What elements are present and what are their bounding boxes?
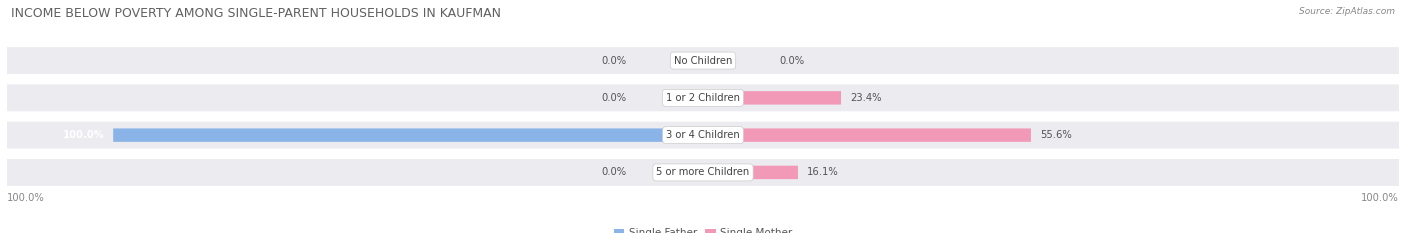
FancyBboxPatch shape — [703, 91, 841, 105]
Text: 1 or 2 Children: 1 or 2 Children — [666, 93, 740, 103]
FancyBboxPatch shape — [703, 128, 1031, 142]
Text: 0.0%: 0.0% — [602, 93, 626, 103]
Text: 3 or 4 Children: 3 or 4 Children — [666, 130, 740, 140]
Text: 100.0%: 100.0% — [1361, 193, 1399, 203]
FancyBboxPatch shape — [7, 159, 1399, 186]
Text: 100.0%: 100.0% — [7, 193, 45, 203]
FancyBboxPatch shape — [114, 128, 703, 142]
FancyBboxPatch shape — [7, 84, 1399, 111]
Text: 55.6%: 55.6% — [1040, 130, 1071, 140]
FancyBboxPatch shape — [7, 122, 1399, 149]
FancyBboxPatch shape — [703, 166, 799, 179]
Text: 0.0%: 0.0% — [602, 56, 626, 65]
Text: 100.0%: 100.0% — [63, 130, 104, 140]
Legend: Single Father, Single Mother: Single Father, Single Mother — [610, 224, 796, 233]
Text: 0.0%: 0.0% — [602, 168, 626, 177]
Text: 23.4%: 23.4% — [849, 93, 882, 103]
FancyBboxPatch shape — [7, 47, 1399, 74]
Text: No Children: No Children — [673, 56, 733, 65]
Text: 5 or more Children: 5 or more Children — [657, 168, 749, 177]
Text: INCOME BELOW POVERTY AMONG SINGLE-PARENT HOUSEHOLDS IN KAUFMAN: INCOME BELOW POVERTY AMONG SINGLE-PARENT… — [11, 7, 502, 20]
Text: Source: ZipAtlas.com: Source: ZipAtlas.com — [1299, 7, 1395, 16]
Text: 0.0%: 0.0% — [780, 56, 804, 65]
Text: 16.1%: 16.1% — [807, 168, 838, 177]
